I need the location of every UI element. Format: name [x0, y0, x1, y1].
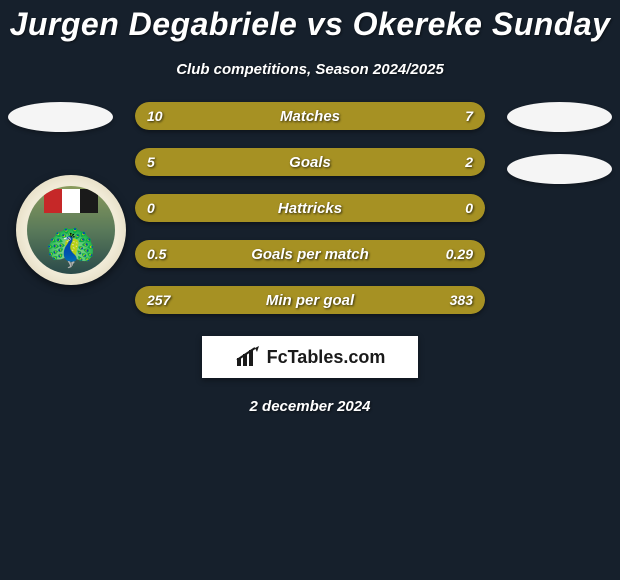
stat-label: Hattricks: [135, 194, 485, 222]
bars-icon: [235, 346, 261, 368]
stat-row: 0.50.29Goals per match: [135, 240, 485, 268]
stat-row: 00Hattricks: [135, 194, 485, 222]
branding-box: FcTables.com: [202, 336, 418, 378]
stat-row: 52Goals: [135, 148, 485, 176]
stat-label: Goals per match: [135, 240, 485, 268]
player-left-badge: [8, 102, 113, 132]
player-right-badge: [507, 102, 612, 132]
stat-bars: 107Matches 52Goals 00Hattricks 0.50.29Goals…: [135, 102, 485, 314]
stat-label: Goals: [135, 148, 485, 176]
branding-text: FcTables.com: [267, 347, 386, 368]
player-right-badge-2: [507, 154, 612, 184]
stat-row: 107Matches: [135, 102, 485, 130]
comparison-infographic: Jurgen Degabriele vs Okereke Sunday Club…: [0, 0, 620, 415]
peacock-icon: 🦚: [45, 226, 97, 268]
stat-label: Min per goal: [135, 286, 485, 314]
club-logo: 🦚: [16, 175, 126, 285]
page-subtitle: Club competitions, Season 2024/2025: [0, 61, 620, 78]
date-text: 2 december 2024: [0, 398, 620, 415]
page-title: Jurgen Degabriele vs Okereke Sunday: [0, 6, 620, 43]
stat-label: Matches: [135, 102, 485, 130]
stats-area: 🦚 107Matches 52Goals 00Hattricks 0.50.29Goa…: [0, 102, 620, 314]
stat-row: 257383Min per goal: [135, 286, 485, 314]
